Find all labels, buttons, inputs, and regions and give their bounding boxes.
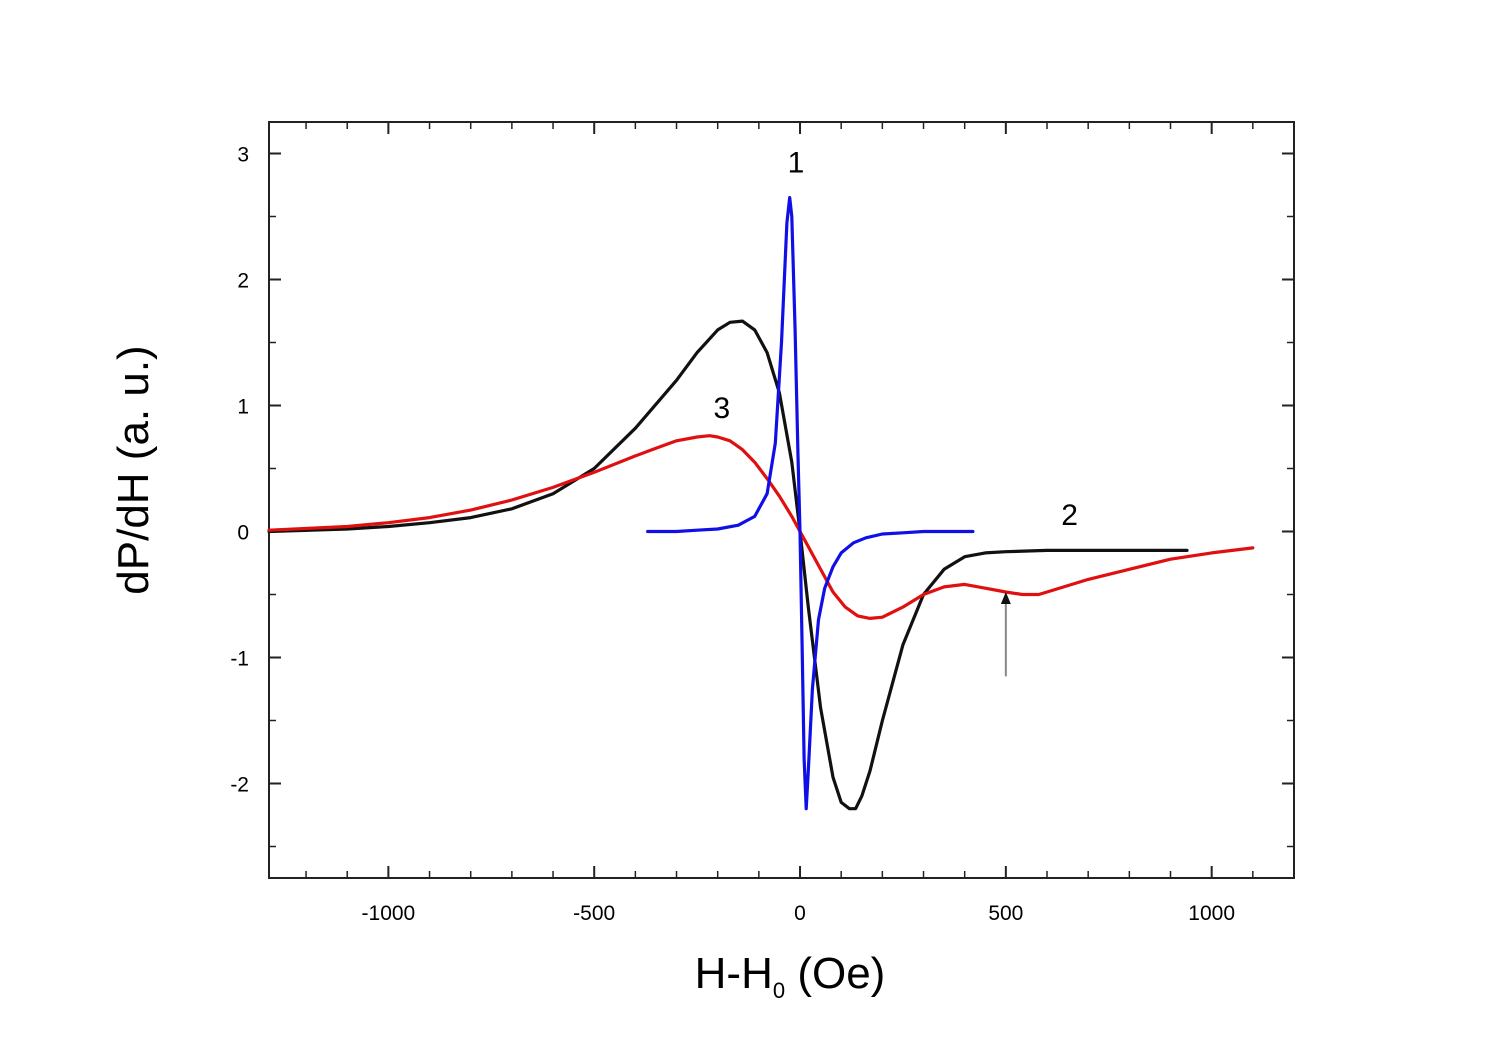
y-tick-label: -2 xyxy=(230,774,249,797)
plot-frame xyxy=(268,121,1295,879)
series-line-3 xyxy=(267,434,1255,621)
series-line-2 xyxy=(267,319,1189,811)
y-tick-label: 0 xyxy=(237,522,249,545)
x-axis-title-unit: (Oe) xyxy=(785,949,885,998)
series-line-1 xyxy=(646,196,975,811)
curve-label-3: 3 xyxy=(713,392,730,425)
curve-label-1: 1 xyxy=(788,146,805,179)
x-tick-label: 0 xyxy=(794,902,806,925)
annotations: 1 2 3 xyxy=(713,146,1078,677)
x-axis-title-subscript: 0 xyxy=(773,978,785,1003)
x-axis-title: H-H0 (Oe) xyxy=(695,949,886,1003)
x-tick-label: 1000 xyxy=(1188,902,1235,925)
y-tick-label: 3 xyxy=(237,144,249,167)
x-tick-label: -1000 xyxy=(362,902,416,925)
ticks: -1000 -500 0 500 1000 -2 -1 0 1 2 3 xyxy=(230,122,1294,925)
y-tick-label: -1 xyxy=(230,648,249,671)
x-axis-title-main: H-H xyxy=(695,949,773,998)
x-tick-label: -500 xyxy=(573,902,615,925)
arrow-head xyxy=(1000,591,1011,604)
y-tick-label: 1 xyxy=(237,396,249,419)
curve-label-2: 2 xyxy=(1061,499,1078,532)
y-axis-title: dP/dH (a. u.) xyxy=(109,345,158,594)
series-layer xyxy=(267,196,1255,811)
axes xyxy=(268,121,1295,879)
x-tick-label: 500 xyxy=(988,902,1023,925)
y-tick-label: 2 xyxy=(237,270,249,293)
